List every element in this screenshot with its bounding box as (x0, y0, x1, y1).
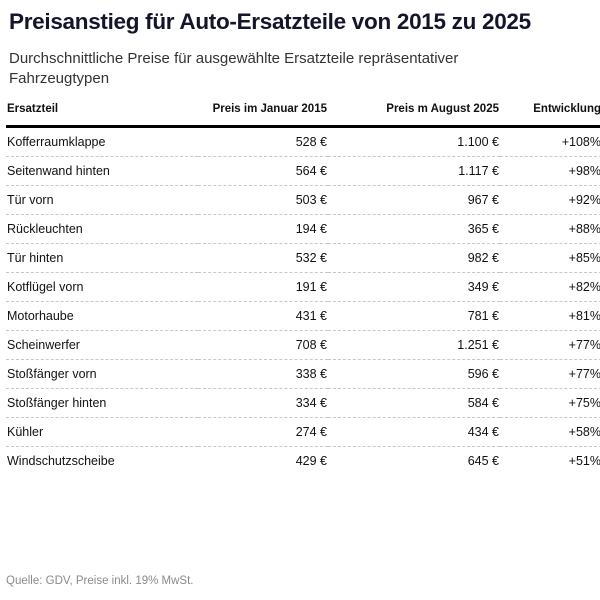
change-cell: +77% (500, 359, 600, 389)
table-row: Kotflügel vorn 191 €349 € +82% (6, 272, 600, 302)
price-2025-cell: 982 € (328, 243, 500, 273)
price-2025-cell: 967 € (328, 185, 500, 215)
table-row: Rückleuchten 194 €365 € +88% (6, 214, 600, 244)
price-2015-cell: 503 € (198, 185, 328, 215)
price-2025-cell: 434 € (328, 417, 500, 447)
part-name-cell: Kofferraumklappe (6, 126, 198, 157)
change-cell: +51% (568, 454, 600, 468)
column-header-price-2015: Preis im Januar 2015 (198, 97, 328, 128)
price-2015-cell: 334 € (198, 388, 328, 418)
column-header-price-2025: Preis m August 2025 (328, 97, 500, 128)
table-row: Motorhaube 431 €781 € +81% (6, 301, 600, 331)
change-cell: +81% (500, 301, 600, 331)
price-2025-cell: 781 € (328, 301, 500, 331)
change-cell: +77% (500, 330, 600, 360)
table-row: Scheinwerfer 708 €1.251 € +77% (6, 330, 600, 360)
column-header-change: Entwicklung (500, 97, 600, 128)
price-2015-cell: 338 € (198, 359, 328, 389)
price-2015-cell: 191 € (198, 272, 328, 302)
price-2015-cell: 274 € (198, 417, 328, 447)
column-header-part: Ersatzteil (6, 97, 198, 128)
price-2025-cell: 1.251 € (328, 330, 500, 360)
table-row: Kofferraumklappe 528 €1.100 € +108% (6, 126, 600, 157)
price-2025-cell: 584 € (328, 388, 500, 418)
table-body: Kofferraumklappe 528 €1.100 € +108% Seitenw… (6, 126, 600, 476)
chart-title: Preisanstieg für Auto-Ersatzteile von 20… (9, 9, 531, 34)
price-table: Ersatzteil Preis im Januar 2015 Preis m … (6, 97, 600, 475)
price-2015-cell: 708 € (198, 330, 328, 360)
price-2015-cell: 194 € (198, 214, 328, 244)
price-2025-cell: 1.117 € (328, 156, 500, 186)
change-cell: +85% (500, 243, 600, 273)
price-2015-cell: 528 € (198, 126, 328, 157)
chart-subtitle: Durchschnittliche Preise für ausgewählte… (9, 50, 459, 87)
change-cell: +98% (500, 156, 600, 186)
price-2015-cell: 564 € (198, 156, 328, 186)
part-name-cell: Tür vorn (6, 185, 198, 215)
change-cell: +82% (500, 272, 600, 302)
price-2025-cell: 1.100 € (328, 126, 500, 157)
table-row: Stoßfänger vorn 338 €596 € +77% (6, 359, 600, 389)
change-cell: +75% (500, 388, 600, 418)
part-name-cell: Motorhaube (6, 301, 198, 331)
price-2025-cell: 365 € (328, 214, 500, 244)
price-2015-cell: 431 € (198, 301, 328, 331)
part-name-cell: Seitenwand hinten (6, 156, 198, 186)
part-name-cell: Rückleuchten (6, 214, 198, 244)
price-2025-cell: 349 € (328, 272, 500, 302)
part-name-cell: Stoßfänger vorn (6, 359, 198, 389)
part-name-cell: Tür hinten (6, 243, 198, 273)
change-cell: +92% (500, 185, 600, 215)
change-cell: +108% (500, 126, 600, 157)
source-note: Quelle: GDV, Preise inkl. 19% MwSt. (6, 575, 194, 587)
price-2015-cell: 429 € (295, 454, 327, 468)
part-name-cell: Windschutzscheibe (7, 454, 115, 468)
part-name-cell: Kühler (6, 417, 198, 447)
price-2025-cell: 596 € (328, 359, 500, 389)
table-row: Stoßfänger hinten 334 €584 € +75% (6, 388, 600, 418)
change-cell: +88% (500, 214, 600, 244)
change-cell: +58% (500, 417, 600, 447)
table-row: Seitenwand hinten 564 €1.117 € +98% (6, 156, 600, 186)
table-row: Windschutzscheibe 429 € 645 € +51% (6, 447, 600, 476)
part-name-cell: Scheinwerfer (6, 330, 198, 360)
price-2025-cell: 645 € (467, 454, 499, 468)
table-row: Tür hinten 532 €982 € +85% (6, 243, 600, 273)
price-2015-cell: 532 € (198, 243, 328, 273)
part-name-cell: Stoßfänger hinten (6, 388, 198, 418)
table-row: Tür vorn 503 €967 € +92% (6, 185, 600, 215)
table-row: Kühler 274 €434 € +58% (6, 417, 600, 447)
table-header-row: Ersatzteil Preis im Januar 2015 Preis m … (6, 97, 600, 128)
part-name-cell: Kotflügel vorn (6, 272, 198, 302)
